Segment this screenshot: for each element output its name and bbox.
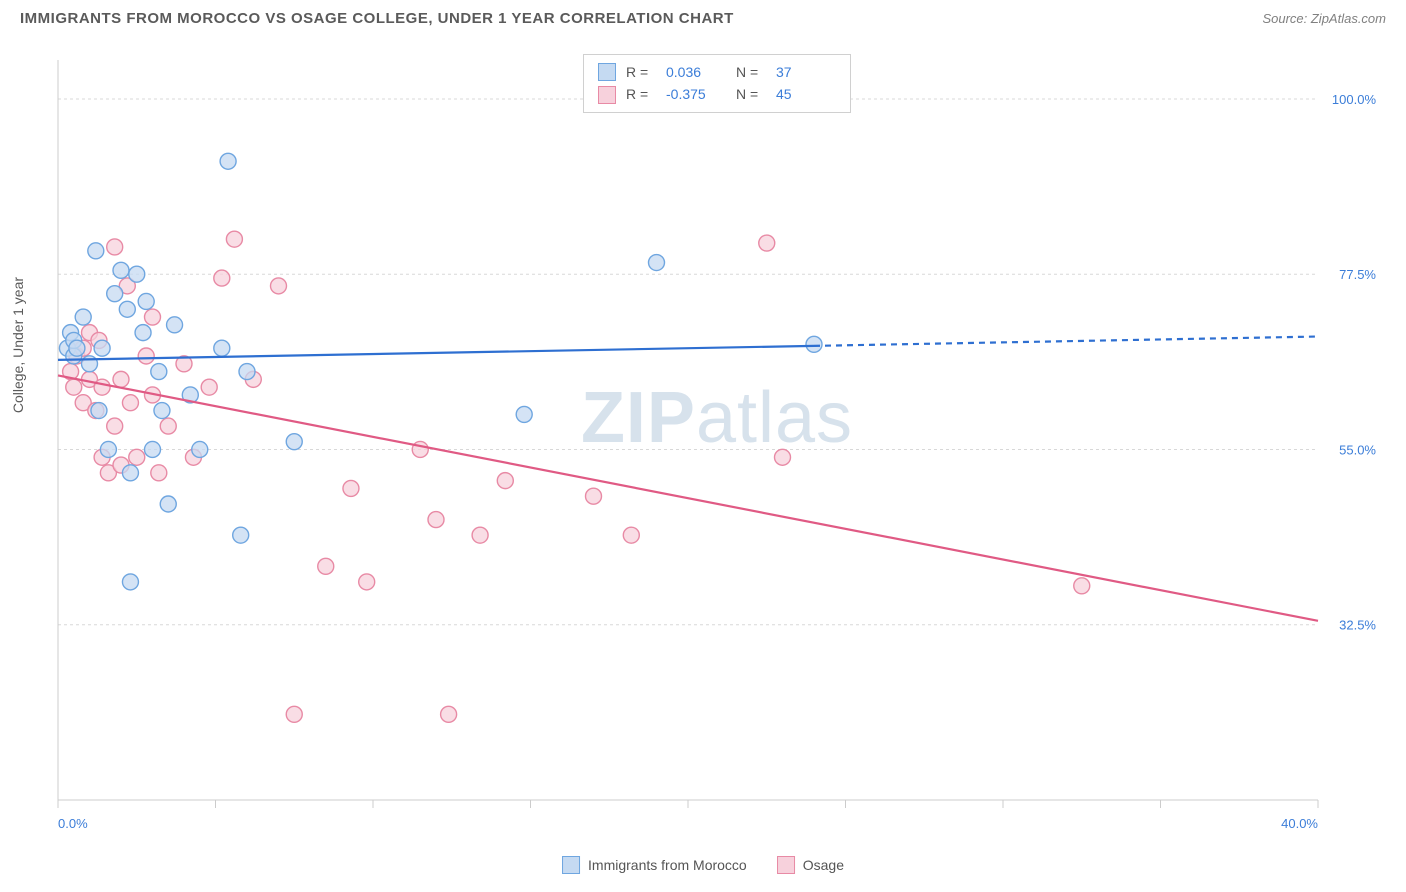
data-point: [88, 243, 104, 259]
data-point: [100, 441, 116, 457]
data-point: [129, 266, 145, 282]
data-point: [239, 364, 255, 380]
r-label: R =: [626, 61, 656, 83]
data-point: [154, 403, 170, 419]
n-label: N =: [736, 61, 766, 83]
scatter-chart: ZIPatlas R =0.036N =37R =-0.375N =45 32.…: [48, 50, 1386, 832]
y-tick-label: 77.5%: [1339, 267, 1376, 282]
legend-item: Osage: [777, 856, 844, 874]
data-point: [122, 395, 138, 411]
data-point: [759, 235, 775, 251]
data-point: [226, 231, 242, 247]
source-attribution: Source: ZipAtlas.com: [1262, 11, 1386, 26]
data-point: [586, 488, 602, 504]
trend-line-extrapolated: [814, 337, 1318, 346]
data-point: [138, 348, 154, 364]
series-legend: Immigrants from Morocco Osage: [562, 856, 844, 874]
correlation-legend: R = 0.036 N = 37 R = -0.375 N = 45: [583, 54, 851, 113]
data-point: [160, 418, 176, 434]
data-point: [75, 309, 91, 325]
data-point: [145, 309, 161, 325]
data-point: [122, 574, 138, 590]
data-point: [214, 340, 230, 356]
data-point: [107, 418, 123, 434]
x-tick-label: 0.0%: [58, 816, 88, 831]
data-point: [122, 465, 138, 481]
y-tick-label: 32.5%: [1339, 618, 1376, 633]
data-point: [220, 153, 236, 169]
data-point: [94, 379, 110, 395]
data-point: [113, 262, 129, 278]
legend-swatch: [562, 856, 580, 874]
data-point: [516, 406, 532, 422]
data-point: [649, 255, 665, 271]
data-point: [286, 434, 302, 450]
y-tick-label: 100.0%: [1332, 92, 1377, 107]
data-point: [91, 403, 107, 419]
legend-swatch: [777, 856, 795, 874]
data-point: [359, 574, 375, 590]
trend-line: [58, 346, 814, 360]
data-point: [472, 527, 488, 543]
r-value: 0.036: [666, 61, 726, 83]
data-point: [623, 527, 639, 543]
n-value: 37: [776, 61, 836, 83]
trend-line: [58, 375, 1318, 620]
n-label: N =: [736, 83, 766, 105]
y-axis-label: College, Under 1 year: [10, 277, 26, 413]
data-point: [441, 706, 457, 722]
data-point: [167, 317, 183, 333]
legend-row: R = 0.036 N = 37: [598, 61, 836, 83]
legend-swatch: [598, 63, 616, 81]
chart-title: IMMIGRANTS FROM MOROCCO VS OSAGE COLLEGE…: [20, 10, 734, 27]
data-point: [192, 441, 208, 457]
legend-swatch: [598, 86, 616, 104]
legend-label: Osage: [803, 857, 844, 873]
legend-item: Immigrants from Morocco: [562, 856, 747, 874]
chart-header: IMMIGRANTS FROM MOROCCO VS OSAGE COLLEGE…: [0, 0, 1406, 33]
data-point: [129, 449, 145, 465]
data-point: [69, 340, 85, 356]
data-point: [107, 239, 123, 255]
data-point: [428, 512, 444, 528]
n-value: 45: [776, 83, 836, 105]
data-point: [201, 379, 217, 395]
data-point: [806, 336, 822, 352]
data-point: [138, 293, 154, 309]
data-point: [214, 270, 230, 286]
data-point: [497, 473, 513, 489]
data-point: [318, 558, 334, 574]
r-label: R =: [626, 83, 656, 105]
data-point: [107, 286, 123, 302]
data-point: [343, 480, 359, 496]
data-point: [151, 364, 167, 380]
data-point: [151, 465, 167, 481]
chart-svg: 32.5% 55.0% 77.5% 100.0% 0.0% 40.0%: [48, 50, 1386, 832]
data-point: [119, 301, 135, 317]
data-point: [66, 379, 82, 395]
r-value: -0.375: [666, 83, 726, 105]
y-tick-label: 55.0%: [1339, 442, 1376, 457]
data-point: [145, 441, 161, 457]
data-point: [271, 278, 287, 294]
data-point: [233, 527, 249, 543]
data-point: [113, 371, 129, 387]
legend-label: Immigrants from Morocco: [588, 857, 747, 873]
data-point: [94, 340, 110, 356]
x-tick-label: 40.0%: [1281, 816, 1318, 831]
data-point: [775, 449, 791, 465]
data-point: [1074, 578, 1090, 594]
data-point: [135, 325, 151, 341]
legend-row: R = -0.375 N = 45: [598, 83, 836, 105]
data-point: [286, 706, 302, 722]
data-point: [160, 496, 176, 512]
source-link[interactable]: ZipAtlas.com: [1311, 11, 1386, 26]
